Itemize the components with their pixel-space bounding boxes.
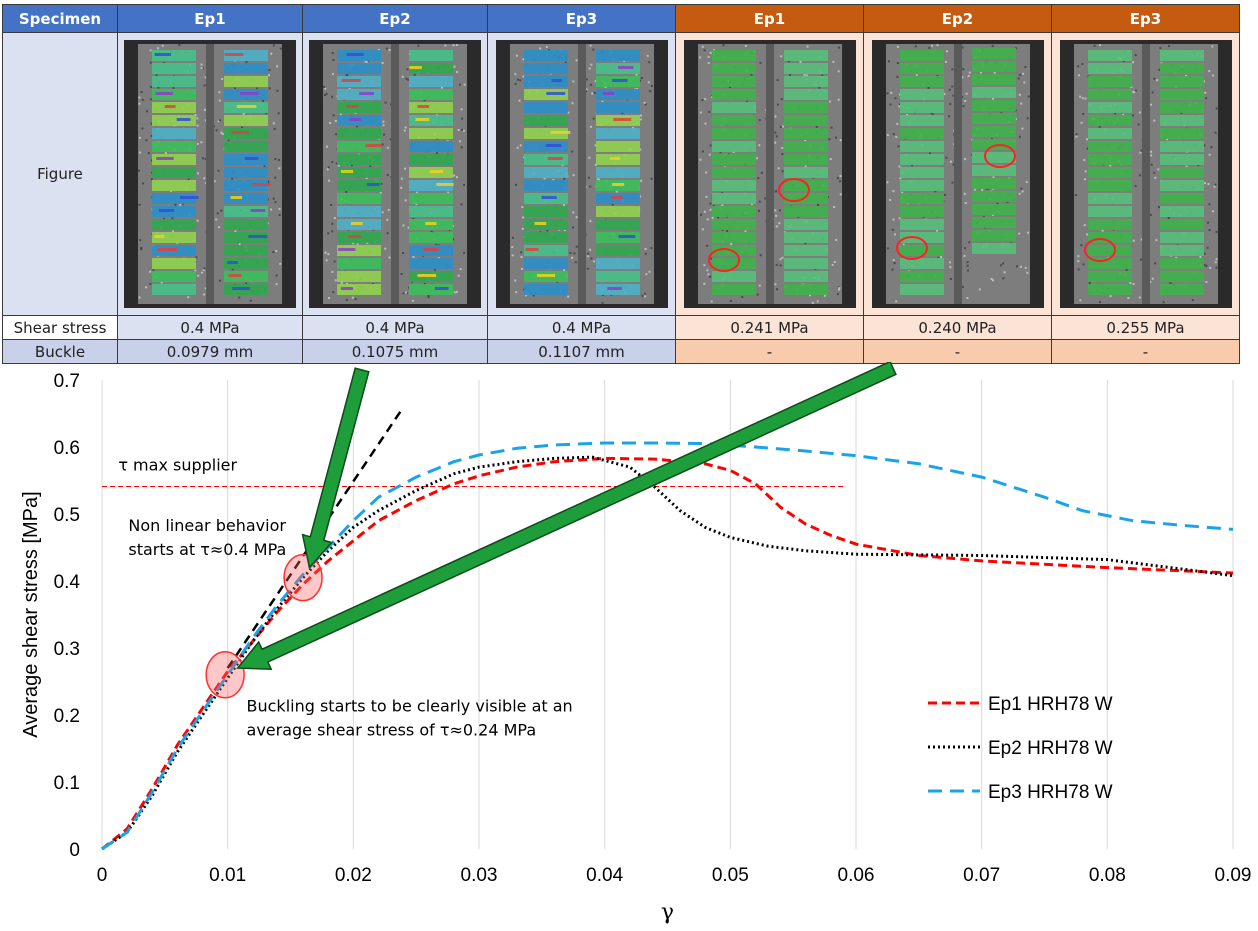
buckle-cell: - bbox=[675, 339, 864, 364]
callout-arrow bbox=[301, 367, 370, 570]
shear-stress-chart: 0 0.01 0.02 0.03 0.04 0.05 0.06 0.07 0.08 0.09 0 0.… bbox=[20, 362, 1251, 925]
shear-stress-cell: 0.4 MPa bbox=[487, 315, 676, 340]
buckle-cell: 0.0979 mm bbox=[117, 339, 303, 364]
highlight-circle bbox=[205, 651, 245, 699]
column-header: Ep2 bbox=[302, 4, 488, 33]
grid-lines bbox=[101, 380, 1234, 849]
annotation-text: Non linear behavior starts at τ≈0.4 MPa bbox=[128, 516, 286, 559]
dic-strain-map-image bbox=[495, 40, 668, 308]
legend: Ep1 HRH78 W Ep2 HRH78 W Ep3 HRH78 W bbox=[928, 694, 1113, 803]
tau-max-supplier-label: τ max supplier bbox=[118, 456, 237, 475]
y-tick-label: 0.5 bbox=[54, 505, 80, 526]
figure-row: Figure bbox=[2, 32, 1240, 316]
y-tick-label: 0.1 bbox=[54, 773, 80, 794]
shear-stress-row: Shear stress 0.4 MPa 0.4 MPa 0.4 MPa 0.2… bbox=[2, 315, 1240, 340]
highlight-circle bbox=[283, 553, 323, 602]
x-tick-label: 0.07 bbox=[963, 865, 1000, 886]
column-header: Ep1 bbox=[117, 4, 303, 33]
x-tick-label: 0.08 bbox=[1089, 865, 1126, 886]
table-header-row: Specimen Ep1 Ep2 Ep3 Ep1 Ep2 Ep3 bbox=[2, 4, 1240, 33]
y-axis-label: Average shear stress [MPa] bbox=[20, 491, 42, 737]
shear-stress-cell: 0.4 MPa bbox=[117, 315, 303, 340]
row-label-shear-stress: Shear stress bbox=[2, 315, 118, 340]
shear-stress-cell: 0.4 MPa bbox=[302, 315, 488, 340]
dic-strain-map-image bbox=[1059, 40, 1232, 308]
buckle-cell: 0.1075 mm bbox=[302, 339, 488, 364]
buckle-cell: - bbox=[1051, 339, 1240, 364]
axes: 0 0.01 0.02 0.03 0.04 0.05 0.06 0.07 0.08 0.09 0 0.… bbox=[20, 371, 1251, 925]
y-tick-label: 0.4 bbox=[54, 572, 81, 593]
specimen-header: Specimen bbox=[2, 4, 118, 33]
series-lines bbox=[101, 441, 1234, 851]
row-label-figure: Figure bbox=[2, 32, 118, 316]
legend-label: Ep2 HRH78 W bbox=[988, 738, 1113, 759]
column-header: Ep3 bbox=[1051, 4, 1240, 33]
legend-label: Ep3 HRH78 W bbox=[988, 782, 1113, 803]
dic-strain-map-image bbox=[683, 40, 856, 308]
annotations: Non linear behavior starts at τ≈0.4 MPa Bu… bbox=[128, 516, 572, 740]
x-tick-label: 0.04 bbox=[586, 865, 623, 886]
column-header: Ep3 bbox=[487, 4, 676, 33]
x-tick-label: 0.01 bbox=[209, 865, 246, 886]
series-line bbox=[101, 441, 1234, 851]
annotation-text: Buckling starts to be clearly visible at… bbox=[247, 697, 573, 740]
x-tick-label: 0 bbox=[97, 865, 108, 886]
x-tick-label: 0.06 bbox=[838, 865, 875, 886]
y-tick-label: 0 bbox=[69, 840, 80, 861]
shear-stress-cell: 0.241 MPa bbox=[675, 315, 864, 340]
legend-label: Ep1 HRH78 W bbox=[988, 694, 1113, 715]
callout-arrow bbox=[236, 362, 897, 670]
series-line bbox=[101, 455, 1234, 851]
specimen-table: Specimen Ep1 Ep2 Ep3 Ep1 Ep2 Ep3 Figure … bbox=[2, 4, 1240, 364]
dic-strain-map-image bbox=[124, 40, 296, 308]
column-header: Ep1 bbox=[675, 4, 864, 33]
x-axis-label: γ bbox=[661, 900, 674, 925]
x-tick-label: 0.05 bbox=[712, 865, 749, 886]
dic-strain-map-image bbox=[309, 40, 481, 308]
buckle-cell: 0.1107 mm bbox=[487, 339, 676, 364]
x-tick-label: 0.09 bbox=[1215, 865, 1252, 886]
buckle-row: Buckle 0.0979 mm 0.1075 mm 0.1107 mm - -… bbox=[2, 339, 1240, 364]
highlight-markers bbox=[205, 553, 323, 699]
x-tick-label: 0.03 bbox=[461, 865, 498, 886]
y-tick-label: 0.3 bbox=[54, 639, 80, 660]
column-header: Ep2 bbox=[863, 4, 1052, 33]
shear-stress-cell: 0.240 MPa bbox=[863, 315, 1052, 340]
x-tick-label: 0.02 bbox=[335, 865, 372, 886]
y-tick-label: 0.7 bbox=[54, 371, 80, 392]
y-tick-label: 0.2 bbox=[54, 706, 80, 727]
series-line bbox=[101, 456, 1234, 851]
shear-stress-cell: 0.255 MPa bbox=[1051, 315, 1240, 340]
y-tick-label: 0.6 bbox=[54, 438, 80, 459]
dic-strain-map-image bbox=[871, 40, 1044, 308]
row-label-buckle: Buckle bbox=[2, 339, 118, 364]
buckle-cell: - bbox=[863, 339, 1052, 364]
callout-arrows bbox=[236, 362, 897, 670]
